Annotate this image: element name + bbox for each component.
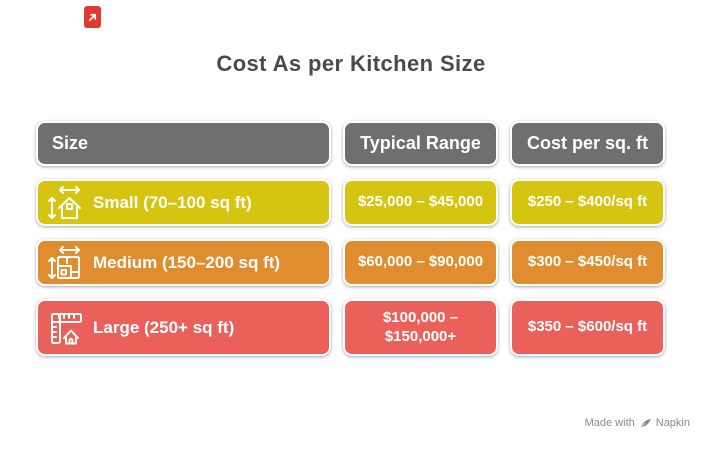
header-typical-range: Typical Range <box>343 121 498 166</box>
row-large-cost-per-sqft: $350 – $600/sq ft <box>510 299 665 356</box>
row-medium-cost-per-sqft: $300 – $450/sq ft <box>510 239 665 286</box>
row-small-cost-per-sqft: $250 – $400/sq ft <box>510 179 665 226</box>
made-with-text: Made with <box>584 417 635 429</box>
header-size: Size <box>36 121 331 166</box>
cost-table: Size Typical Range Cost per sq. ft Small… <box>36 121 665 356</box>
row-large-typical-range: $100,000 – $150,000+ <box>343 299 498 356</box>
row-medium-typical-range: $60,000 – $90,000 <box>343 239 498 286</box>
row-label-text: Medium (150–200 sq ft) <box>93 252 281 272</box>
ruler-house-icon <box>48 310 84 346</box>
row-label-text: Small (70–100 sq ft) <box>93 192 252 212</box>
napkin-pen-icon <box>639 418 652 429</box>
row-label-text: Large (250+ sq ft) <box>93 317 235 337</box>
brand-text: Napkin <box>655 417 690 429</box>
page-title: Cost As per Kitchen Size <box>216 51 486 76</box>
floorplan-dimensions-icon <box>48 245 84 281</box>
row-large-label: Large (250+ sq ft) <box>36 299 331 356</box>
made-with-napkin-credit[interactable]: Made with Napkin <box>585 417 690 429</box>
expand-arrow-icon[interactable] <box>84 6 101 28</box>
row-medium-label: Medium (150–200 sq ft) <box>36 239 331 286</box>
header-cost-per-sqft: Cost per sq. ft <box>510 121 665 166</box>
row-small-typical-range: $25,000 – $45,000 <box>343 179 498 226</box>
row-small-label: Small (70–100 sq ft) <box>36 179 331 226</box>
house-dimensions-icon <box>48 185 84 221</box>
